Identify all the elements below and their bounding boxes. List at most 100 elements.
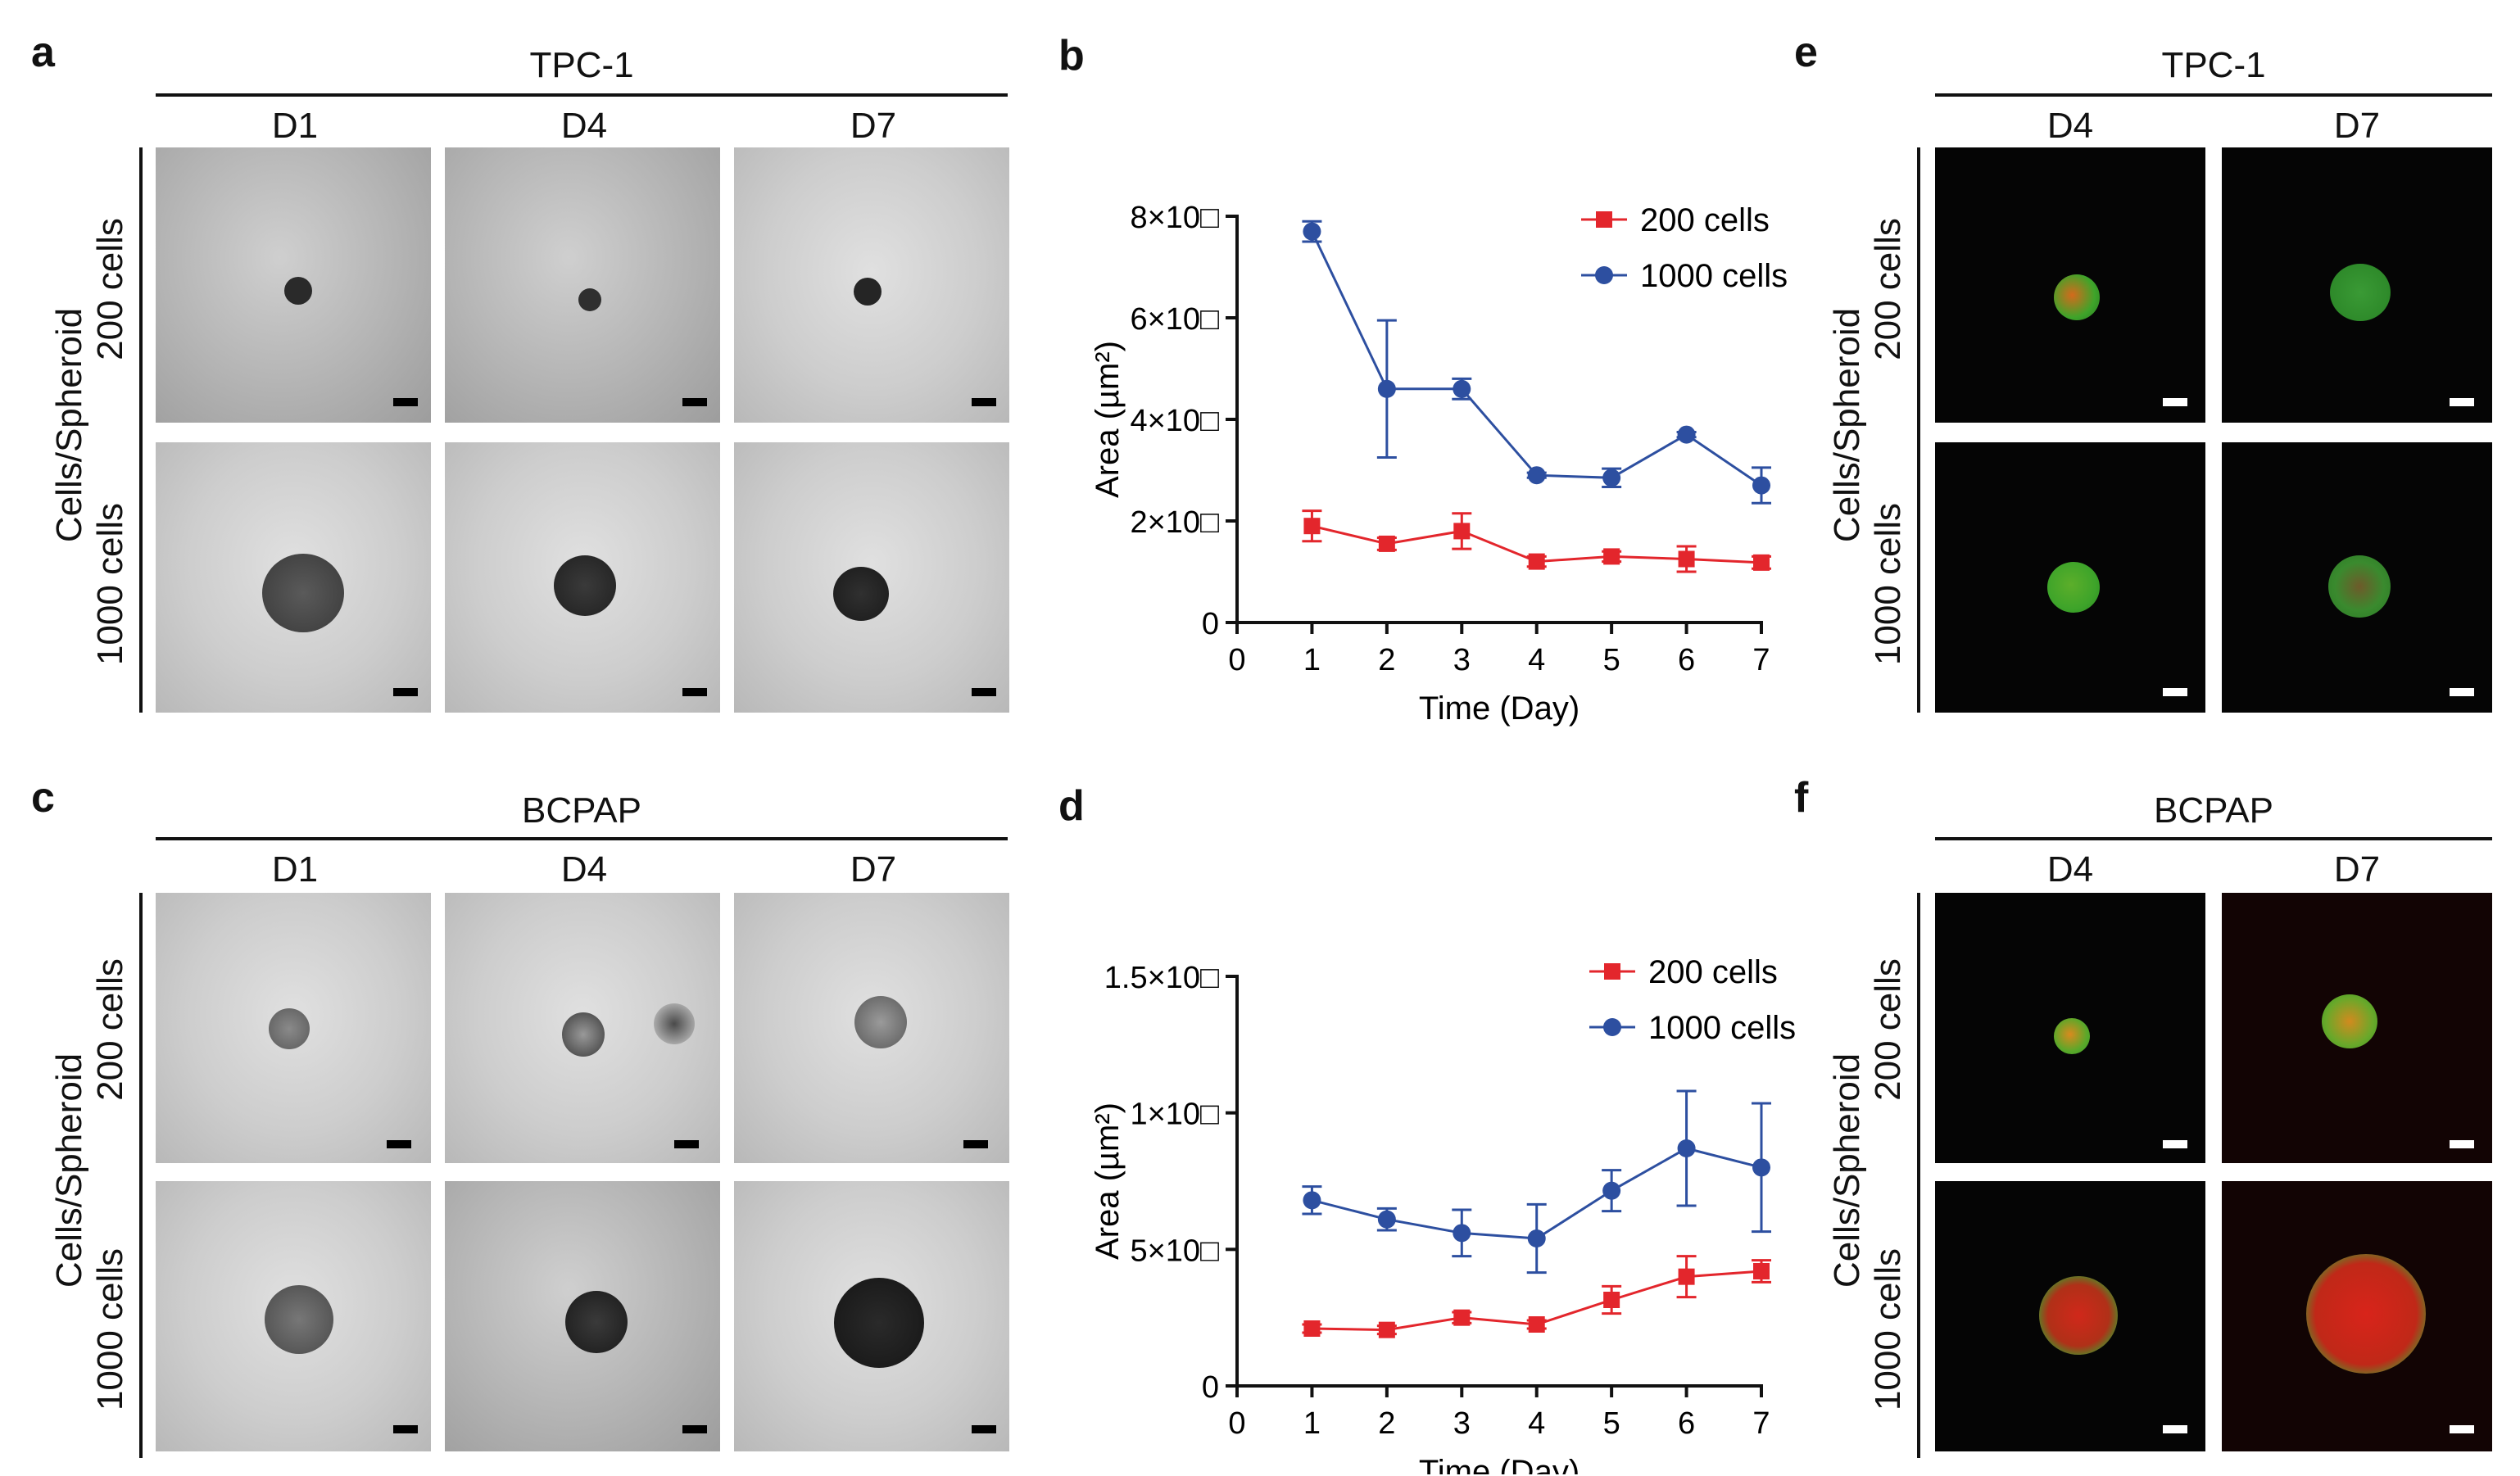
column-label-d7: D7 — [850, 849, 897, 890]
column-label-d1: D1 — [271, 849, 319, 890]
data-point — [1677, 425, 1696, 444]
scale-bar — [972, 398, 996, 406]
legend-label: 200 cells — [1640, 202, 1770, 238]
data-point — [1453, 1224, 1471, 1243]
row-axis-label: Cells/Spheroid — [1827, 307, 1867, 543]
spheroid — [2054, 274, 2100, 320]
data-point — [1377, 1210, 1396, 1229]
data-point — [1453, 1309, 1471, 1326]
scale-bar — [972, 1425, 996, 1433]
x-tick-label: 5 — [1603, 643, 1620, 677]
brightfield-image — [156, 442, 431, 713]
data-point — [1453, 523, 1471, 540]
data-point — [1377, 379, 1396, 398]
scale-bar — [682, 398, 707, 406]
fluorescence-image — [1935, 1181, 2205, 1451]
panel-label-e: e — [1794, 29, 1818, 76]
row-label-200: 200 cells — [1868, 958, 1908, 1101]
y-tick-label: 4×10□ — [1130, 404, 1219, 438]
spheroid — [2047, 562, 2100, 613]
panel-label-b: b — [1058, 32, 1085, 79]
spheroid — [2306, 1254, 2426, 1374]
row-bracket — [1917, 147, 1920, 713]
row-bracket — [139, 147, 143, 713]
brightfield-image — [734, 147, 1009, 423]
spheroid — [834, 1278, 924, 1368]
debris — [654, 1003, 695, 1044]
brightfield-image — [734, 442, 1009, 713]
data-point — [1752, 1158, 1770, 1177]
data-point — [1453, 379, 1471, 398]
brightfield-image — [156, 1181, 431, 1451]
data-point — [1603, 1292, 1620, 1308]
spheroid — [554, 555, 616, 616]
x-tick-label: 6 — [1678, 643, 1695, 677]
scale-bar — [393, 398, 418, 406]
data-point — [1527, 466, 1546, 485]
spheroid — [2328, 555, 2391, 618]
column-label-d4: D4 — [2046, 106, 2094, 146]
brightfield-image — [734, 893, 1009, 1163]
fluorescence-image — [1935, 893, 2205, 1163]
spheroid — [265, 1285, 333, 1354]
scale-bar — [393, 1425, 418, 1433]
column-label-d7: D7 — [2333, 106, 2381, 146]
data-point — [1303, 1320, 1321, 1337]
column-label-d7: D7 — [2333, 849, 2381, 890]
header-rule — [1935, 93, 2492, 97]
y-tick-label: 1.5×10□ — [1104, 961, 1219, 995]
scale-bar — [2450, 398, 2474, 406]
spheroid — [284, 277, 312, 305]
y-tick-label: 5×10□ — [1130, 1234, 1219, 1268]
brightfield-image — [445, 147, 720, 423]
x-axis-label: Time (Day) — [1419, 1454, 1580, 1474]
panel-label-a: a — [31, 29, 55, 76]
spheroid — [2054, 1018, 2090, 1054]
scale-bar — [2450, 1140, 2474, 1148]
data-point — [1527, 1229, 1546, 1247]
row-label-1000: 1000 cells — [1868, 502, 1908, 666]
row-label-1000: 1000 cells — [90, 1247, 130, 1411]
legend-label: 1000 cells — [1640, 258, 1788, 294]
scale-bar — [2163, 1140, 2187, 1148]
scale-bar — [393, 688, 418, 696]
spheroid — [833, 567, 889, 621]
x-tick-label: 6 — [1678, 1406, 1695, 1441]
spheroid — [854, 278, 882, 306]
data-point — [1378, 535, 1395, 552]
brightfield-image — [445, 442, 720, 713]
legend-label: 1000 cells — [1648, 1010, 1796, 1046]
data-point — [1303, 1191, 1321, 1210]
fluorescence-image — [2222, 442, 2492, 713]
scale-bar — [2450, 688, 2474, 696]
chart-d: 0 5×10□ 1×10□ 1.5×10□ 0 1 2 3 4 5 6 7 Time (Day) Area… — [1090, 954, 1796, 1474]
scale-bar — [2450, 1425, 2474, 1433]
data-point — [1303, 222, 1321, 241]
x-tick-label: 0 — [1228, 643, 1245, 677]
spheroid — [562, 1012, 605, 1057]
y-tick-label: 1×10□ — [1130, 1098, 1219, 1132]
spheroid — [2330, 264, 2391, 321]
scale-bar — [682, 1425, 707, 1433]
fluorescence-image — [2222, 147, 2492, 423]
data-point — [1602, 469, 1621, 487]
data-point — [1528, 553, 1545, 570]
column-label-d1: D1 — [271, 106, 319, 146]
x-tick-label: 1 — [1303, 1406, 1321, 1441]
y-tick-label: 8×10□ — [1130, 201, 1219, 235]
y-tick-label: 0 — [1202, 1370, 1219, 1405]
x-tick-label: 1 — [1303, 643, 1321, 677]
scale-bar — [972, 688, 996, 696]
data-point — [1753, 554, 1770, 571]
fluorescence-image — [1935, 442, 2205, 713]
spheroid — [262, 554, 344, 632]
fluorescence-image — [2222, 1181, 2492, 1451]
x-tick-label: 4 — [1528, 1406, 1545, 1441]
scale-bar — [682, 688, 707, 696]
y-tick-label: 0 — [1202, 607, 1219, 641]
scale-bar — [387, 1140, 411, 1148]
legend-label: 200 cells — [1648, 954, 1778, 990]
row-label-1000: 1000 cells — [1868, 1247, 1908, 1411]
data-point — [1678, 550, 1695, 568]
brightfield-image — [445, 893, 720, 1163]
